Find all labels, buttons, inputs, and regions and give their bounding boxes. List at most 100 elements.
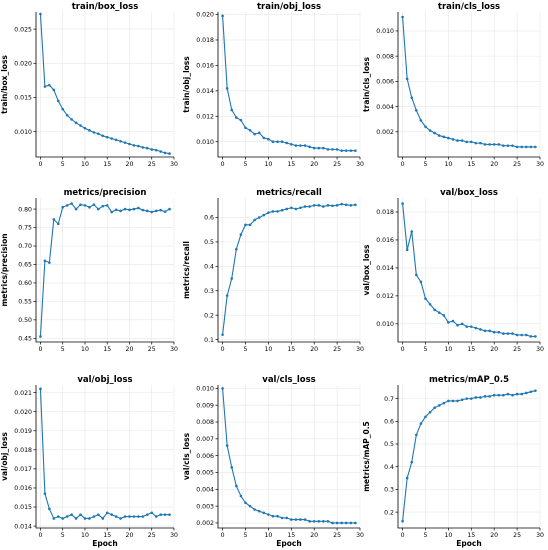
data-point	[159, 150, 162, 153]
x-tick-label: 5	[424, 346, 428, 353]
data-point	[48, 261, 51, 264]
data-point	[299, 144, 302, 147]
data-point	[424, 297, 427, 300]
y-tick-label: 0.5	[384, 441, 394, 448]
chart-panel-train-cls-loss: 0 5 10 15 20 25 30 0.002 0.004 0.006 0.008 0.010 tra…	[362, 2, 544, 168]
data-point	[483, 395, 487, 398]
data-point	[326, 148, 330, 151]
data-point	[141, 515, 145, 518]
data-point	[97, 207, 100, 211]
data-point	[79, 124, 82, 127]
data-point	[168, 152, 171, 155]
data-point	[137, 144, 140, 148]
x-tick-label: 25	[148, 532, 156, 539]
data-point	[253, 218, 256, 222]
data-point	[428, 302, 432, 306]
data-point	[534, 389, 537, 392]
data-point	[492, 143, 496, 146]
data-point	[92, 515, 96, 518]
x-tick-label: 15	[103, 346, 111, 353]
x-tick-label: 10	[81, 161, 89, 168]
data-point	[280, 208, 284, 212]
y-tick-label: 0.4	[384, 464, 394, 471]
y-tick-label: 0.010	[196, 386, 214, 393]
y-tick-label: 0.008	[376, 53, 394, 60]
data-point	[48, 507, 51, 511]
y-tick-label: 0.002	[196, 520, 214, 527]
data-point	[451, 138, 455, 141]
data-point	[442, 314, 446, 317]
data-point	[168, 207, 171, 211]
axis-spine	[35, 198, 174, 343]
data-point	[520, 145, 523, 149]
data-point	[110, 137, 113, 140]
data-point	[244, 126, 247, 130]
data-point	[262, 511, 266, 515]
data-point	[456, 139, 459, 142]
y-tick-label: 0.010	[376, 28, 394, 35]
y-tick-label: 0.025	[14, 26, 32, 33]
data-point	[465, 140, 469, 144]
y-tick-label: 0.018	[196, 37, 214, 44]
data-point	[308, 205, 311, 208]
y-tick-label: 0.018	[376, 209, 394, 216]
data-point	[225, 444, 229, 447]
data-point	[128, 515, 131, 518]
data-point	[312, 519, 316, 523]
x-tick-label: 10	[264, 532, 272, 539]
x-tick-label: 25	[513, 532, 521, 539]
data-point	[97, 132, 100, 136]
x-tick-label: 15	[103, 532, 111, 539]
x-tick-label: 25	[513, 346, 521, 353]
data-point	[119, 209, 122, 213]
data-point	[101, 517, 105, 520]
x-tick-label: 10	[444, 161, 452, 168]
data-point	[225, 87, 229, 90]
data-point	[405, 248, 409, 252]
x-axis-label: Epoch	[92, 539, 117, 548]
y-tick-label: 0.019	[14, 428, 32, 435]
data-point	[506, 144, 510, 147]
data-point	[506, 332, 510, 335]
data-point	[271, 514, 275, 518]
y-tick-label: 0.2	[204, 312, 214, 319]
data-point	[410, 460, 414, 464]
data-point	[276, 514, 279, 518]
x-tick-label: 25	[333, 532, 341, 539]
data-point	[415, 109, 418, 112]
data-point	[289, 206, 293, 210]
x-tick-label: 20	[126, 161, 134, 168]
data-point	[354, 521, 357, 525]
data-point	[239, 118, 243, 122]
data-point	[145, 513, 149, 516]
y-axis-label: train/obj_loss	[182, 56, 191, 113]
x-tick-label: 25	[333, 346, 341, 353]
y-tick-label: 0.021	[14, 390, 32, 397]
data-point	[529, 390, 533, 394]
axis-spine	[397, 198, 540, 343]
x-tick-label: 20	[310, 532, 318, 539]
data-point	[61, 107, 65, 111]
x-tick-label: 15	[467, 161, 475, 168]
data-point	[70, 202, 73, 205]
data-point	[299, 518, 302, 521]
data-point	[303, 205, 307, 208]
data-point	[43, 85, 47, 88]
data-point	[230, 108, 234, 112]
y-tick-label: 0.002	[376, 129, 394, 136]
x-tick-label: 20	[310, 346, 318, 353]
data-point	[534, 145, 537, 149]
y-tick-label: 0.014	[376, 265, 394, 272]
y-tick-label: 0.004	[196, 487, 214, 494]
data-point	[312, 146, 316, 150]
data-point	[428, 410, 432, 414]
y-tick-label: 0.80	[18, 206, 32, 213]
data-point	[43, 259, 47, 263]
x-tick-label: 30	[356, 346, 364, 353]
data-point	[74, 207, 78, 211]
series-line	[222, 15, 356, 152]
chart-panel-metrics-recall: 0 5 10 15 20 25 30 0.1 0.2 0.3 0.4 0.5 0.6 metrics/re…	[182, 188, 364, 353]
data-point	[221, 14, 224, 18]
data-point	[294, 207, 298, 211]
